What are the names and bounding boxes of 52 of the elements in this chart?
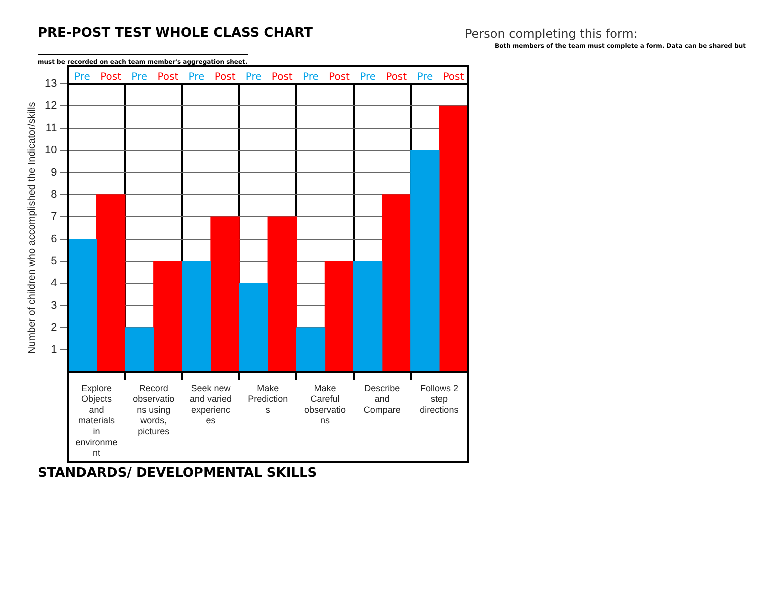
bar: [268, 216, 298, 372]
text: Pre: [74, 72, 90, 83]
text: Pre: [417, 72, 434, 83]
text: Pre: [360, 72, 376, 83]
bar: [296, 328, 326, 372]
text: Pre: [246, 72, 262, 83]
x-tick-label: Make Predictions: [248, 383, 288, 415]
y-tick-label: 10: [44, 144, 58, 157]
x-tick-label: Describe and Compare: [364, 383, 401, 415]
bar: [182, 261, 212, 372]
y-tick-label: 3: [51, 300, 58, 312]
x-tick-label: Record observations using words, pictures: [133, 383, 175, 436]
y-tick-label: 2: [51, 322, 58, 334]
text: Post: [158, 72, 179, 83]
bar: [68, 238, 98, 372]
bar: [125, 328, 154, 372]
x-tick-label: Follows 2 step directions: [420, 383, 460, 415]
y-tick-label: 4: [51, 278, 58, 290]
y-tick-label: 5: [51, 256, 58, 268]
y-tick-label: 12: [44, 100, 58, 112]
bar: [239, 283, 268, 372]
y-tick-label: 13: [44, 78, 58, 90]
text: Person completing this form:: [465, 27, 638, 41]
x-axis-title: STANDARDS/ DEVELOPMENTAL SKILLS: [38, 466, 318, 481]
x-tick-label: Seek new and varied experiences: [190, 383, 232, 426]
text: Post: [214, 72, 236, 83]
bar: [324, 261, 354, 372]
y-tick-label: 11: [46, 122, 58, 134]
text: Pre: [132, 72, 148, 83]
x-tick-label: Make Careful observations: [304, 383, 346, 426]
text: Post: [272, 72, 293, 83]
text: Post: [100, 72, 122, 83]
bar: [210, 216, 240, 372]
bar: [154, 261, 183, 372]
bar: [410, 150, 440, 372]
y-tick-label: 8: [51, 188, 58, 201]
y-tick-label: 1: [51, 344, 58, 356]
y-tick-label: 6: [51, 233, 58, 246]
text: Post: [329, 72, 350, 83]
bar: [439, 106, 468, 372]
y-axis-title: Number of children who accomplished the Indicator/skills: [26, 102, 38, 354]
bar: [353, 261, 383, 372]
y-tick-label: 9: [51, 166, 58, 179]
x-tick-label: Explore Objects and materials in environment: [76, 383, 118, 458]
text: Pre: [188, 72, 205, 83]
y-tick-label: 7: [51, 211, 58, 224]
text: Post: [443, 72, 464, 83]
text: Post: [386, 72, 408, 83]
chart-title: PRE-POST TEST WHOLE CLASS CHART: [38, 26, 313, 41]
text: Pre: [302, 72, 319, 83]
bar: [382, 194, 412, 372]
bar: [96, 194, 126, 372]
